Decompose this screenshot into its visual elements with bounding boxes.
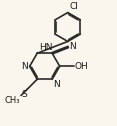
Text: N: N — [69, 42, 76, 51]
Text: S: S — [21, 90, 27, 99]
Text: Cl: Cl — [69, 2, 78, 11]
Text: N: N — [53, 80, 60, 89]
Text: CH₃: CH₃ — [5, 96, 20, 105]
Text: HN: HN — [39, 43, 53, 52]
Text: OH: OH — [75, 62, 88, 71]
Text: N: N — [21, 62, 28, 71]
